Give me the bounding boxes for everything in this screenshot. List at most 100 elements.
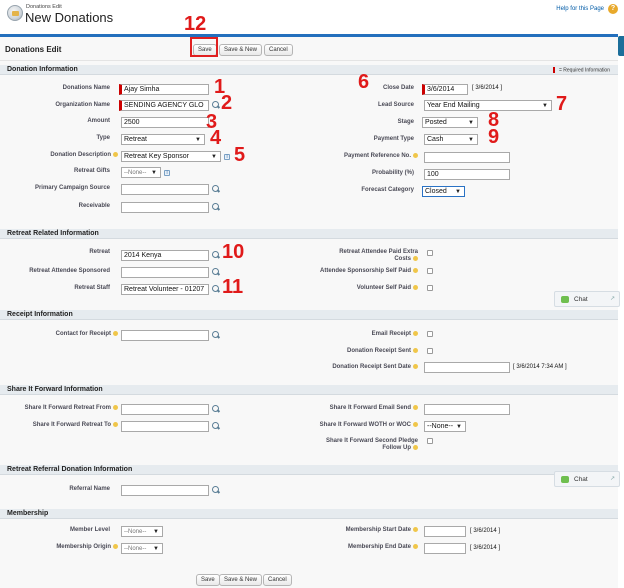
help-bubble-icon[interactable] [113,422,118,427]
expand-icon[interactable]: ↗ [609,296,615,302]
receipt-sent-date-now-link[interactable]: [ 3/6/2014 7:34 AM ] [513,364,567,370]
amount-input[interactable]: 2500 [121,117,209,128]
chat-bubble-icon [561,476,569,483]
save-and-new-button-top[interactable]: Save & New [219,44,263,56]
sidebar-toggle-tab[interactable] [618,36,624,56]
close-date-today-link[interactable]: [ 3/6/2014 ] [472,85,503,91]
lead-source-select[interactable]: Year End Mailing ▼ [424,100,552,111]
section-title: Receipt Information [7,311,73,318]
edit-title: Donations Edit [5,45,62,54]
cancel-button-top[interactable]: Cancel [264,44,293,56]
payment-type-select[interactable]: Cash ▼ [424,134,478,145]
contact-for-receipt-input[interactable] [121,330,209,341]
help-bubble-icon[interactable] [413,544,418,549]
chevron-down-icon: ▼ [195,137,201,143]
volunteer-self-paid-checkbox[interactable] [427,285,433,291]
payment-type-label: Payment Type [373,136,414,142]
primary-campaign-source-input[interactable] [121,184,209,195]
organization-lookup-icon[interactable] [212,101,221,110]
donations-name-input[interactable]: Ajay Simha [119,84,209,95]
help-icon[interactable]: ? [608,4,618,14]
receipt-sent-checkbox[interactable] [427,348,433,354]
save-and-new-button-bottom[interactable]: Save & New [219,574,263,586]
chevron-down-icon: ▼ [468,120,474,126]
close-date-input[interactable]: 3/6/2014 [422,84,468,95]
staff-lookup-icon[interactable] [212,285,221,294]
self-paid-label-text: Attendee Sponsorship Self Paid [319,268,411,275]
help-bubble-icon[interactable] [413,153,418,158]
receipt-sent-date-label-text: Donation Receipt Sent Date [332,364,411,371]
type-select[interactable]: Retreat ▼ [121,134,205,145]
contact-lookup-icon[interactable] [212,331,221,340]
self-paid-checkbox[interactable] [427,268,433,274]
chevron-down-icon: ▼ [151,170,157,176]
chat-widget[interactable]: Chat ↗ [554,291,620,307]
help-bubble-icon[interactable] [413,422,418,427]
help-bubble-icon[interactable] [413,256,418,261]
save-button-bottom[interactable]: Save [196,574,220,586]
help-bubble-icon[interactable] [413,527,418,532]
section-title: Membership [7,510,49,517]
help-bubble-icon[interactable] [413,348,418,353]
campaign-lookup-icon[interactable] [212,185,221,194]
extra-costs-checkbox[interactable] [427,250,433,256]
cancel-button-bottom[interactable]: Cancel [263,574,292,586]
receivable-lookup-icon[interactable] [212,203,221,212]
end-date-today-link[interactable]: [ 3/6/2014 ] [470,545,501,551]
retreat-input[interactable]: 2014 Kenya [121,250,209,261]
annotation-number-5: 5 [234,144,246,166]
annotation-number-4: 4 [210,127,222,149]
share-from-lookup-icon[interactable] [212,405,221,414]
help-bubble-icon[interactable] [413,364,418,369]
share-forward-woth-select[interactable]: --None-- ▼ [424,421,466,432]
organization-name-input[interactable]: SENDING AGENCY GLO [119,100,209,111]
second-pledge-checkbox[interactable] [427,438,433,444]
help-bubble-icon[interactable] [413,405,418,410]
share-forward-email-send-input[interactable] [424,404,510,415]
start-date-today-link[interactable]: [ 3/6/2014 ] [470,528,501,534]
email-receipt-checkbox[interactable] [427,331,433,337]
help-bubble-icon[interactable] [113,152,118,157]
share-forward-from-input[interactable] [121,404,209,415]
info-icon[interactable]: i [164,170,170,176]
referral-lookup-icon[interactable] [212,486,221,495]
expand-icon[interactable]: ↗ [609,476,615,482]
retreat-staff-input[interactable]: Retreat Volunteer - 01207 [121,284,209,295]
sponsored-lookup-icon[interactable] [212,268,221,277]
save-button-highlight [190,37,218,57]
share-to-lookup-icon[interactable] [212,422,221,431]
help-bubble-icon[interactable] [413,268,418,273]
info-icon[interactable]: i [224,154,230,160]
help-link[interactable]: Help for this Page [556,6,604,12]
forecast-category-select[interactable]: Closed ▼ [422,186,465,197]
membership-origin-select[interactable]: --None-- ▼ [121,543,163,554]
member-level-label: Member Level [69,527,110,533]
payment-reference-input[interactable] [424,152,510,163]
referral-name-input[interactable] [121,485,209,496]
membership-start-date-input[interactable] [424,526,466,537]
retreat-gifts-select[interactable]: --None-- ▼ [121,167,161,178]
donation-description-select[interactable]: Retreat Key Sponsor ▼ [121,151,221,162]
member-level-select[interactable]: --None-- ▼ [121,526,163,537]
chat-widget[interactable]: Chat ↗ [554,471,620,487]
stage-select[interactable]: Posted ▼ [422,117,478,128]
probability-input[interactable]: 100 [424,169,510,180]
receivable-input[interactable] [121,202,209,213]
retreat-lookup-icon[interactable] [212,251,221,260]
edit-panel: Donations Edit Save Save & New Cancel Do… [0,34,620,588]
receipt-sent-date-input[interactable] [424,362,510,373]
help-bubble-icon[interactable] [413,285,418,290]
help-bubble-icon[interactable] [113,544,118,549]
contact-for-receipt-label-text: Contact for Receipt [55,331,111,338]
help-bubble-icon[interactable] [413,331,418,336]
volunteer-self-paid-label: Volunteer Self Paid [300,285,418,292]
membership-end-date-input[interactable] [424,543,466,554]
member-level-value: --None-- [124,529,147,535]
help-bubble-icon[interactable] [113,405,118,410]
share-forward-to-input[interactable] [121,421,209,432]
receivable-label: Receivable [78,203,110,209]
help-bubble-icon[interactable] [113,331,118,336]
retreat-attendee-sponsored-input[interactable] [121,267,209,278]
help-bubble-icon[interactable] [413,445,418,450]
volunteer-self-paid-label-text: Volunteer Self Paid [356,285,411,292]
